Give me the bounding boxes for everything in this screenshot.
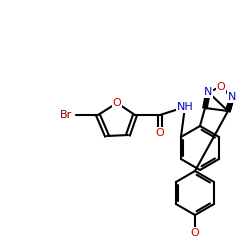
Text: O: O: [191, 228, 200, 238]
Text: O: O: [156, 128, 164, 138]
Text: NH: NH: [176, 102, 194, 112]
Text: O: O: [112, 98, 122, 108]
Text: O: O: [216, 82, 226, 92]
Text: N: N: [228, 92, 236, 102]
Text: N: N: [204, 87, 212, 97]
Text: Br: Br: [60, 110, 72, 120]
